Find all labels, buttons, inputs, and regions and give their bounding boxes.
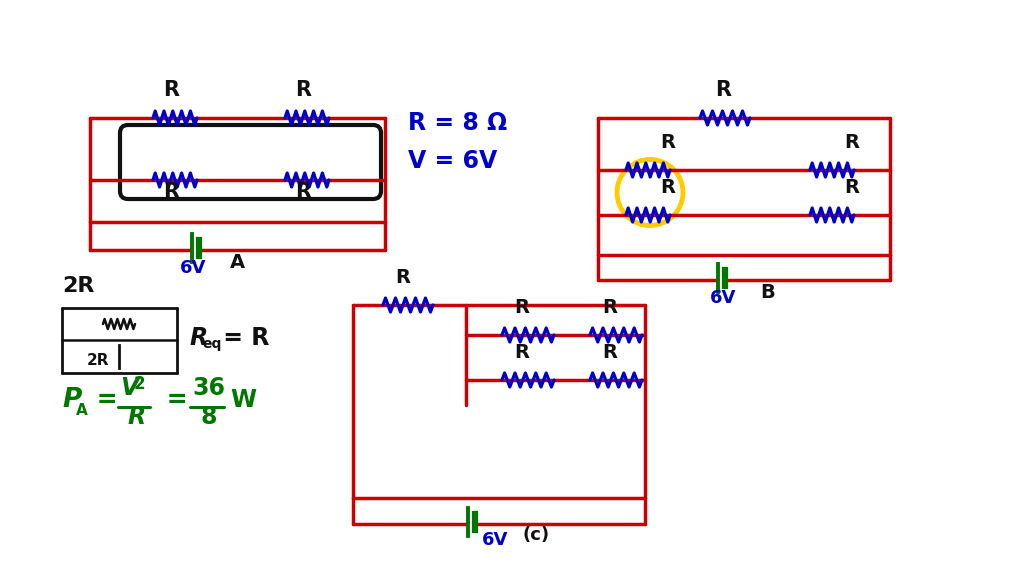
Text: V = 6V: V = 6V bbox=[408, 149, 498, 173]
Text: 36: 36 bbox=[193, 376, 225, 400]
Text: eq: eq bbox=[202, 337, 221, 351]
Text: R = 8 Ω: R = 8 Ω bbox=[408, 111, 507, 135]
Text: 8: 8 bbox=[200, 405, 216, 429]
Text: R: R bbox=[395, 268, 410, 287]
Text: R: R bbox=[844, 133, 859, 152]
Text: 2R: 2R bbox=[87, 353, 110, 368]
Text: B: B bbox=[760, 283, 775, 302]
Text: R: R bbox=[163, 80, 179, 100]
Text: R: R bbox=[295, 182, 311, 202]
Text: R: R bbox=[844, 178, 859, 197]
Text: 2R: 2R bbox=[62, 276, 94, 296]
Text: R: R bbox=[127, 405, 145, 429]
Text: P: P bbox=[62, 387, 81, 413]
Text: 6V: 6V bbox=[710, 289, 736, 307]
Text: R: R bbox=[163, 182, 179, 202]
Text: A: A bbox=[230, 253, 245, 272]
Text: = R: = R bbox=[215, 326, 269, 350]
Text: W: W bbox=[230, 388, 256, 412]
Text: R: R bbox=[602, 298, 617, 317]
Text: 2: 2 bbox=[134, 375, 145, 393]
Text: R: R bbox=[660, 133, 675, 152]
Text: R: R bbox=[660, 178, 675, 197]
Text: 6V: 6V bbox=[180, 259, 207, 277]
Text: R: R bbox=[514, 343, 529, 362]
Text: R: R bbox=[189, 326, 207, 350]
Text: =: = bbox=[88, 388, 126, 412]
Text: R: R bbox=[514, 298, 529, 317]
Text: A: A bbox=[76, 403, 88, 418]
Text: (c): (c) bbox=[523, 526, 550, 544]
Text: R: R bbox=[602, 343, 617, 362]
Text: =: = bbox=[158, 388, 197, 412]
Text: 6V: 6V bbox=[482, 531, 508, 549]
Text: R: R bbox=[715, 80, 731, 100]
Text: R: R bbox=[295, 80, 311, 100]
Text: V: V bbox=[120, 376, 138, 400]
